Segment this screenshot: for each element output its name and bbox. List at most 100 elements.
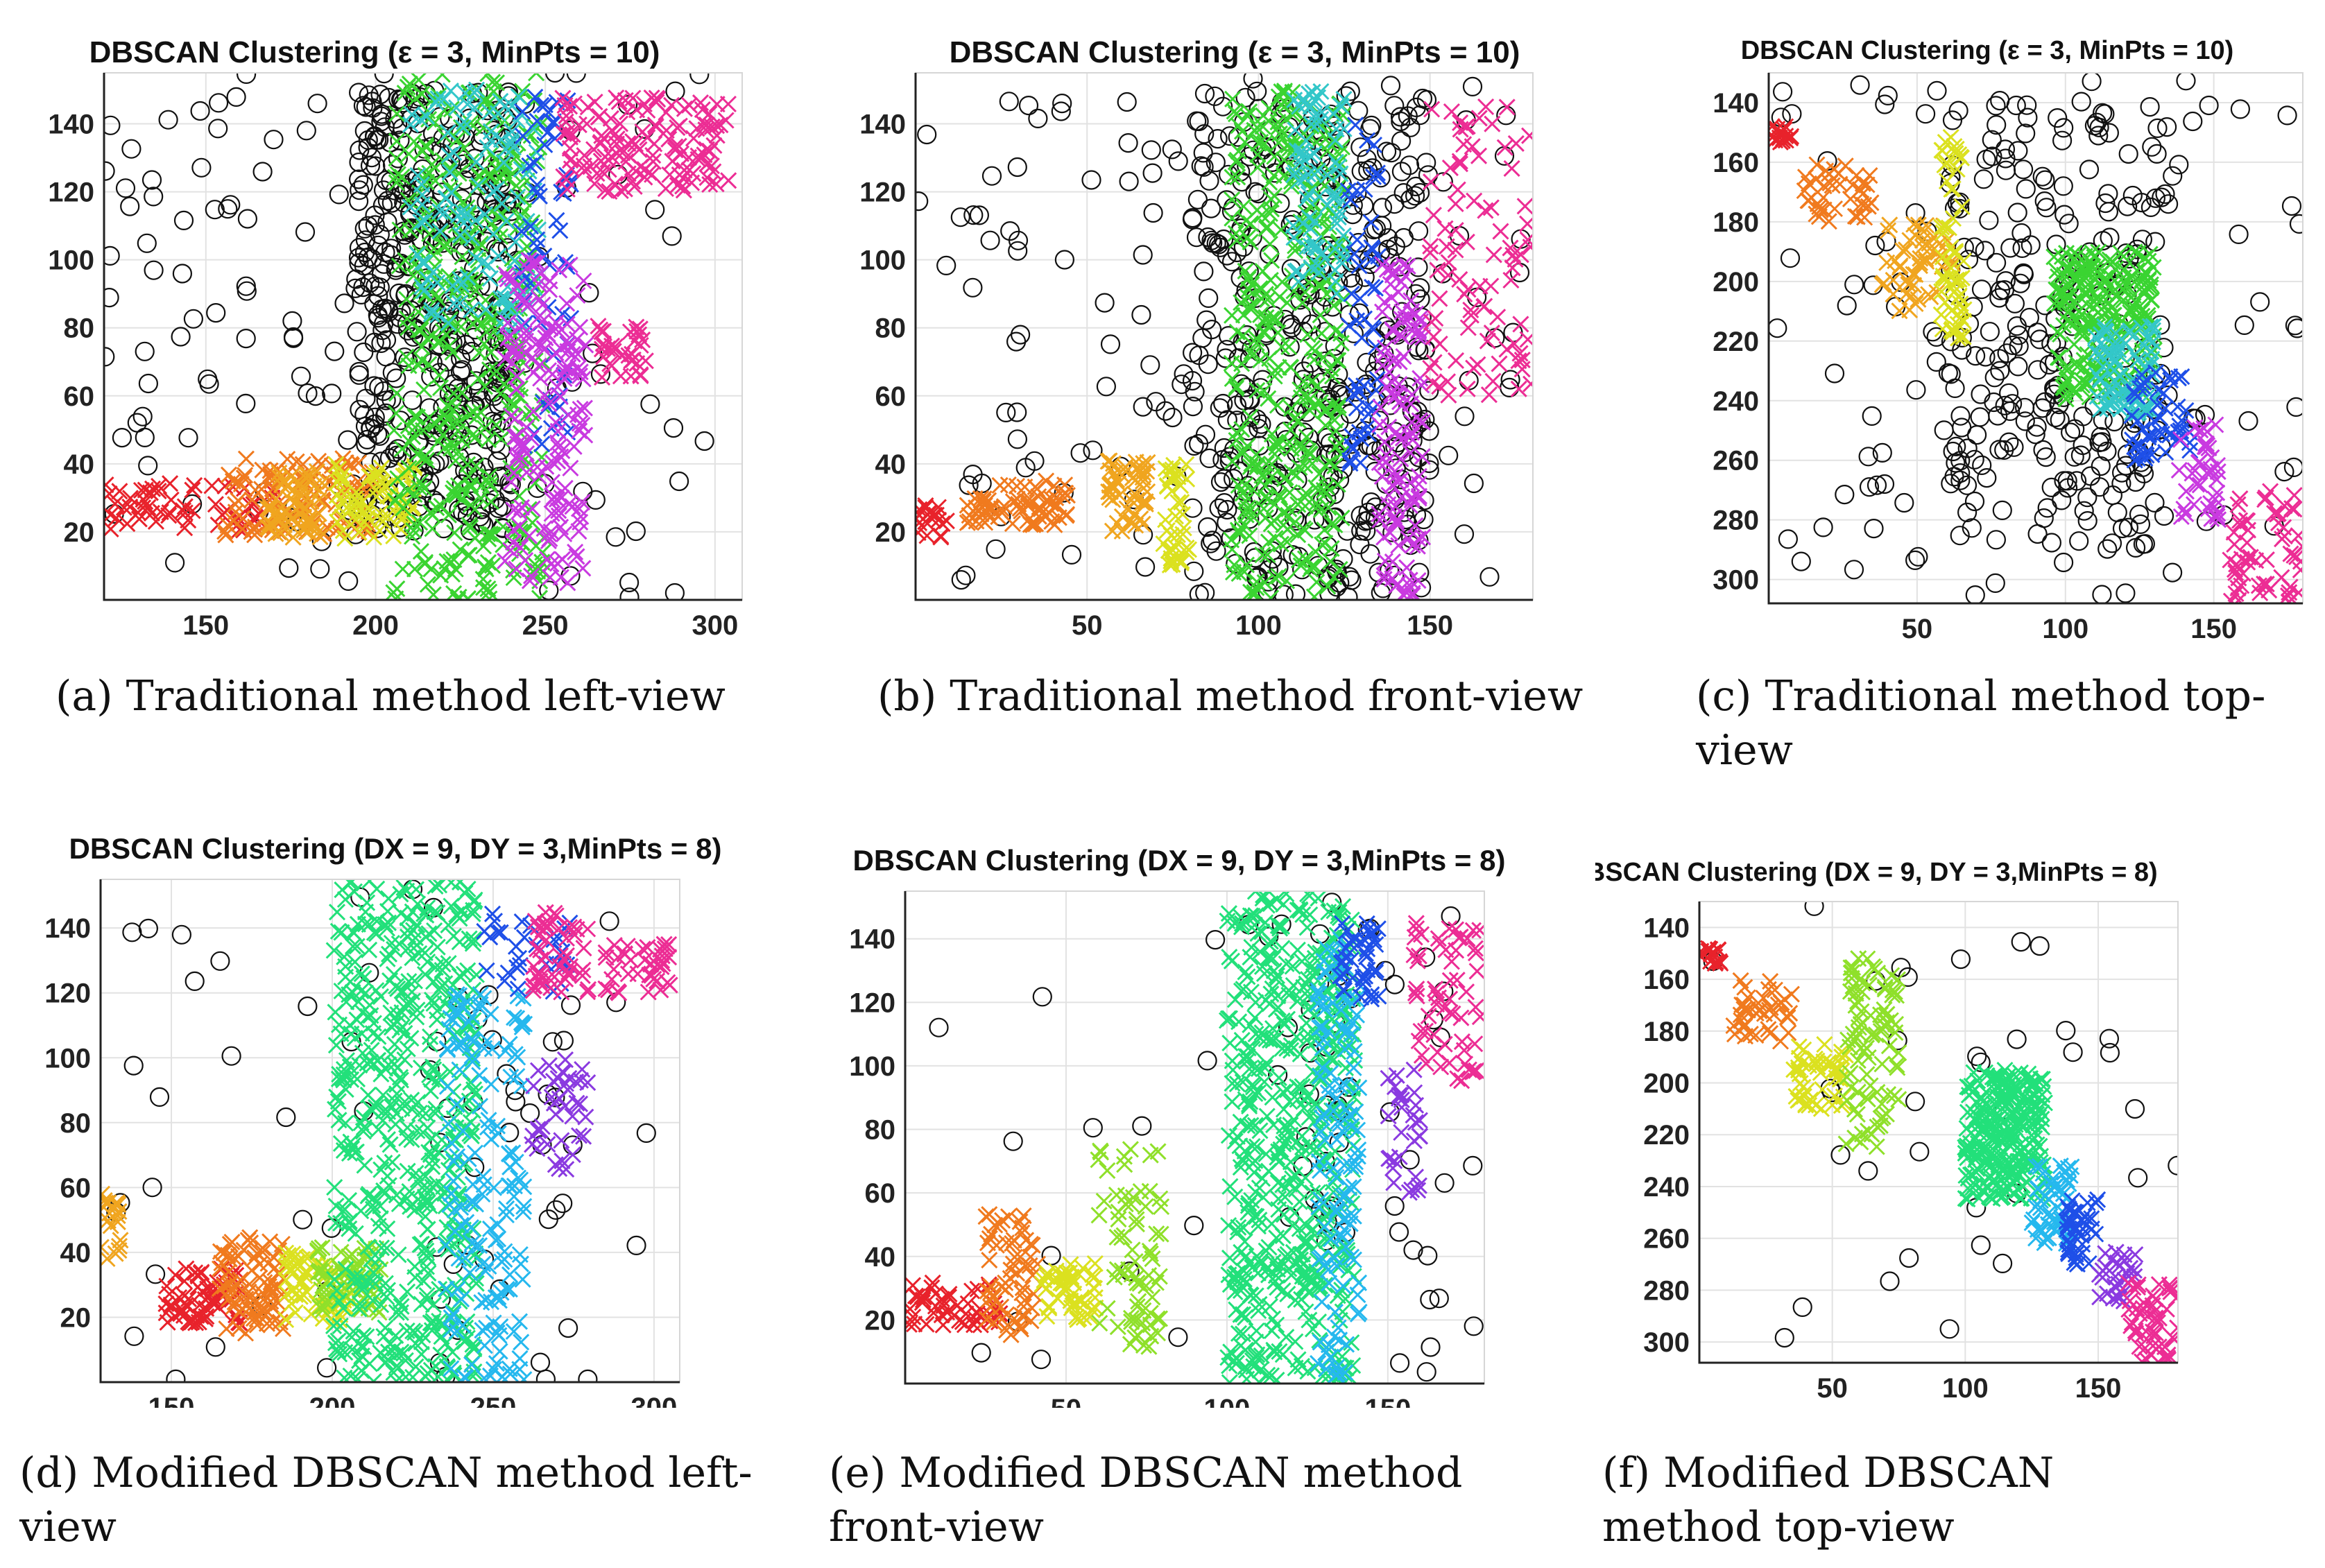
cluster-point bbox=[2276, 528, 2293, 545]
cluster-point bbox=[1399, 257, 1416, 275]
cluster-point bbox=[1319, 166, 1336, 184]
cluster-point bbox=[264, 480, 282, 497]
noise-point bbox=[2100, 227, 2120, 248]
noise-point bbox=[236, 329, 256, 349]
noise-point bbox=[1199, 171, 1219, 191]
noise-point bbox=[104, 288, 119, 308]
cluster-point bbox=[1853, 196, 1870, 213]
cluster-point bbox=[438, 236, 456, 253]
chart-b: DBSCAN Clustering (ε = 3, MinPts = 10)50… bbox=[859, 35, 1534, 641]
noise-point bbox=[936, 255, 956, 275]
cluster-point bbox=[569, 345, 587, 363]
noise-point bbox=[1248, 184, 1269, 204]
cluster-point bbox=[387, 505, 405, 522]
cluster-point bbox=[1266, 496, 1283, 513]
cluster-point bbox=[1422, 359, 1439, 377]
cluster-point bbox=[180, 512, 197, 529]
cluster-point bbox=[1796, 182, 1813, 200]
cluster-point bbox=[398, 291, 415, 308]
noise-point bbox=[334, 293, 354, 313]
cluster-point bbox=[1937, 270, 1955, 287]
cluster-point bbox=[2262, 483, 2279, 500]
cluster-point bbox=[463, 301, 480, 319]
y-tick-label: 280 bbox=[1713, 506, 1759, 536]
noise-point bbox=[2054, 205, 2075, 225]
noise-point bbox=[2054, 118, 2074, 138]
noise-point bbox=[1270, 193, 1290, 214]
noise-point bbox=[209, 93, 229, 113]
cluster-point bbox=[1330, 158, 1348, 175]
cluster-point bbox=[1480, 386, 1498, 404]
cluster-point bbox=[571, 415, 588, 432]
cluster-point bbox=[505, 464, 522, 481]
noise-point bbox=[1052, 94, 1072, 114]
cluster-point bbox=[1953, 198, 1971, 216]
noise-point bbox=[1400, 117, 1421, 137]
cluster-point bbox=[624, 89, 642, 107]
noise-point bbox=[1376, 141, 1397, 162]
cluster-point bbox=[1459, 380, 1476, 397]
cluster-point bbox=[529, 309, 547, 327]
cluster-point bbox=[543, 474, 560, 491]
noise-point bbox=[348, 191, 369, 212]
cluster-point bbox=[514, 103, 531, 120]
noise-point bbox=[2059, 214, 2079, 234]
cluster-point bbox=[446, 1276, 464, 1294]
noise-point bbox=[348, 169, 369, 189]
y-tick-label: 180 bbox=[1713, 207, 1759, 238]
cluster-point bbox=[1241, 103, 1258, 121]
cluster-point bbox=[1233, 520, 1251, 537]
noise-point bbox=[669, 471, 689, 492]
cluster-point bbox=[1315, 349, 1332, 366]
noise-point bbox=[1406, 284, 1426, 304]
cluster-point bbox=[579, 98, 597, 116]
cluster-point bbox=[481, 311, 499, 328]
noise-point bbox=[364, 332, 384, 352]
noise-point bbox=[545, 73, 565, 83]
cluster-point bbox=[1343, 438, 1360, 455]
cluster-point bbox=[402, 433, 419, 451]
cluster-point bbox=[1339, 182, 1357, 200]
cluster-point bbox=[237, 450, 255, 467]
noise-point bbox=[368, 235, 388, 255]
cluster-point bbox=[203, 477, 221, 494]
cluster-point bbox=[1249, 381, 1266, 399]
cluster-point bbox=[1451, 270, 1468, 288]
cluster-point bbox=[689, 147, 707, 164]
cluster-7 bbox=[1371, 256, 1432, 600]
noise-point bbox=[1061, 544, 1082, 565]
cluster-point bbox=[403, 106, 420, 123]
cluster-point bbox=[1404, 537, 1421, 554]
noise-point bbox=[1923, 322, 1943, 342]
cluster-point bbox=[1873, 276, 1891, 293]
cluster-point bbox=[1172, 554, 1190, 571]
noise-point bbox=[307, 94, 327, 114]
cluster-point bbox=[1024, 516, 1042, 533]
cluster-point bbox=[572, 508, 590, 525]
noise-point bbox=[1365, 461, 1385, 482]
noise-point bbox=[387, 314, 408, 334]
cluster-point bbox=[1348, 312, 1366, 329]
noise-point bbox=[2082, 73, 2102, 92]
noise-point bbox=[2015, 411, 2035, 431]
cluster-point bbox=[1164, 461, 1181, 479]
noise-point bbox=[388, 439, 408, 459]
cluster-point bbox=[1955, 252, 1972, 270]
noise-point bbox=[1119, 171, 1139, 191]
noise-point bbox=[1999, 383, 2019, 404]
cluster-point bbox=[1270, 119, 1287, 136]
cluster-point bbox=[1348, 231, 1366, 248]
cluster-point bbox=[529, 238, 546, 255]
noise-point bbox=[1194, 83, 1215, 104]
cluster-point bbox=[661, 166, 678, 184]
cluster-point bbox=[548, 212, 565, 229]
cluster-point bbox=[549, 452, 567, 469]
cluster-point bbox=[563, 337, 581, 354]
y-tick-label: 60 bbox=[60, 1173, 92, 1203]
cluster-point bbox=[417, 166, 434, 184]
y-tick-label: 100 bbox=[859, 245, 906, 276]
cluster-point bbox=[1894, 242, 1912, 259]
cluster-point bbox=[1262, 589, 1280, 600]
cluster-point bbox=[2058, 371, 2075, 388]
cluster-point bbox=[445, 144, 463, 162]
